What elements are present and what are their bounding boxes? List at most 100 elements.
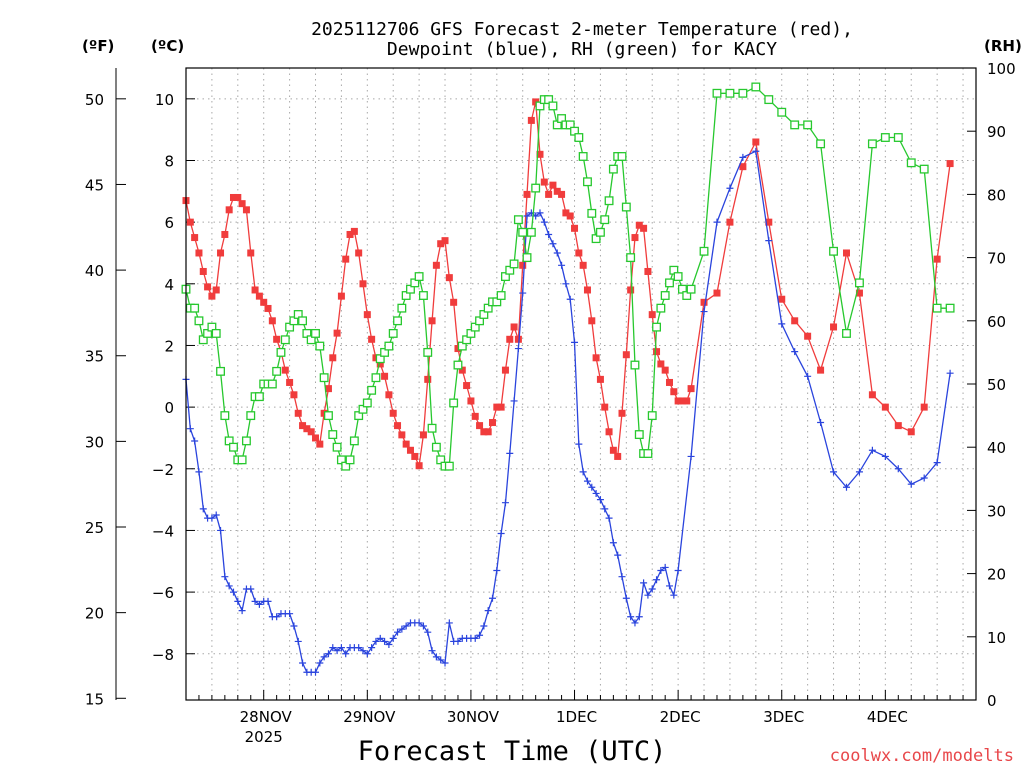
rh-point: [842, 328, 851, 338]
dewpoint-point: [791, 348, 799, 356]
dewpoint-point: [445, 619, 453, 627]
dewpoint-point: [221, 573, 229, 581]
2-meter-temperature-point: [640, 224, 648, 232]
rh-point: [418, 291, 428, 300]
dewpoint-point: [506, 449, 514, 457]
rh-point: [919, 164, 929, 174]
celsius-tick-label: 0: [164, 399, 174, 417]
2-meter-temperature-point: [657, 360, 665, 368]
2-meter-temperature-point: [316, 440, 324, 448]
2-meter-temperature-point: [312, 434, 320, 442]
2-meter-temperature-point: [519, 261, 527, 269]
2-meter-temperature-point: [234, 193, 242, 201]
dewpoint-point: [454, 637, 462, 645]
dewpoint-point: [562, 280, 570, 288]
2-meter-temperature-point: [536, 150, 544, 158]
rh-point: [518, 227, 528, 237]
dewpoint-point: [933, 459, 941, 467]
rh-point: [345, 455, 355, 465]
2-meter-temperature-point: [294, 409, 302, 417]
dewpoint-series: [182, 147, 954, 676]
rh-point: [272, 366, 282, 376]
dewpoint-point: [622, 594, 630, 602]
rh-point: [647, 411, 657, 421]
rh-point: [190, 303, 200, 313]
dewpoint-point: [312, 668, 320, 676]
fahrenheit-tick-label: 15: [85, 690, 104, 708]
x-tick-label: 3DEC: [763, 708, 804, 726]
rh-point: [630, 360, 640, 370]
rh-point: [328, 430, 338, 440]
dewpoint-point: [234, 597, 242, 605]
rh-point: [945, 303, 955, 313]
rh-point: [652, 322, 661, 332]
dewpoint-point: [674, 567, 682, 575]
rh-point: [686, 284, 696, 294]
rh-point: [211, 328, 221, 338]
rh-point: [453, 360, 463, 370]
2-meter-temperature-point: [217, 249, 225, 257]
rh-tick-label: 20: [987, 566, 1006, 584]
dewpoint-point: [372, 637, 380, 645]
2-meter-temperature-point: [212, 286, 220, 294]
2-meter-temperature-point: [381, 372, 389, 380]
2-meter-temperature-point: [394, 422, 402, 430]
dewpoint-point: [739, 153, 747, 161]
2-meter-temperature-point: [195, 249, 203, 257]
dewpoint-point: [596, 496, 604, 504]
2-meter-temperature-point: [445, 274, 453, 282]
2-meter-temperature-point: [467, 397, 475, 405]
rh-point: [656, 303, 666, 313]
2-meter-temperature-point: [264, 304, 272, 312]
rh-tick-label: 80: [987, 186, 1006, 204]
dewpoint-point: [402, 622, 410, 630]
2-meter-temperature-point: [868, 391, 876, 399]
rh-point: [738, 88, 748, 98]
rh-tick-label: 0: [987, 692, 997, 710]
rh-unit-label: (RH): [984, 37, 1022, 55]
rh-tick-label: 50: [987, 376, 1006, 394]
dewpoint-point: [389, 634, 397, 642]
rh-point: [280, 335, 290, 345]
dewpoint-point: [881, 452, 889, 460]
2-meter-temperature-point: [804, 332, 812, 340]
2-meter-temperature-point: [350, 227, 358, 235]
2-meter-temperature-point: [665, 378, 673, 386]
rh-point: [587, 208, 597, 218]
2-meter-temperature-point: [946, 160, 954, 168]
dewpoint-point: [855, 468, 863, 476]
2-meter-temperature-point: [346, 230, 354, 238]
chart-title-line-1: 2025112706 GFS Forecast 2-meter Temperat…: [311, 19, 853, 40]
2-meter-temperature-point: [424, 375, 432, 383]
2-meter-temperature-point: [540, 178, 548, 186]
dewpoint-point: [571, 338, 579, 346]
2-meter-temperature-point: [229, 193, 237, 201]
dewpoint-point: [842, 483, 850, 491]
2-meter-temperature-point: [855, 289, 863, 297]
dewpoint-point: [804, 372, 812, 380]
rh-point: [673, 272, 683, 282]
rh-point: [194, 316, 204, 326]
dewpoint-point: [217, 526, 225, 534]
gridlines: [186, 68, 976, 700]
rh-point: [431, 442, 441, 452]
2-meter-temperature-point: [739, 163, 747, 171]
dewpoint-point: [497, 530, 505, 538]
dewpoint-point: [752, 147, 760, 155]
2-meter-temperature-point: [299, 422, 307, 430]
rh-point: [384, 341, 394, 351]
dewpoint-point: [894, 465, 902, 473]
dewpoint-point: [324, 650, 332, 658]
2-meter-temperature-point: [342, 255, 350, 263]
dewpoint-point: [609, 539, 617, 547]
dewpoint-point: [510, 397, 518, 405]
fahrenheit-tick-label: 25: [85, 519, 104, 537]
2-meter-temperature-point: [458, 366, 466, 374]
plot-area-frame: [185, 67, 977, 701]
dewpoint-point: [199, 505, 207, 513]
celsius-tick-label: 2: [164, 337, 174, 355]
rh-point: [617, 152, 627, 161]
2-meter-temperature-point: [881, 403, 889, 411]
dewpoint-point: [489, 594, 497, 602]
celsius-unit-label: (ºC): [151, 37, 184, 55]
